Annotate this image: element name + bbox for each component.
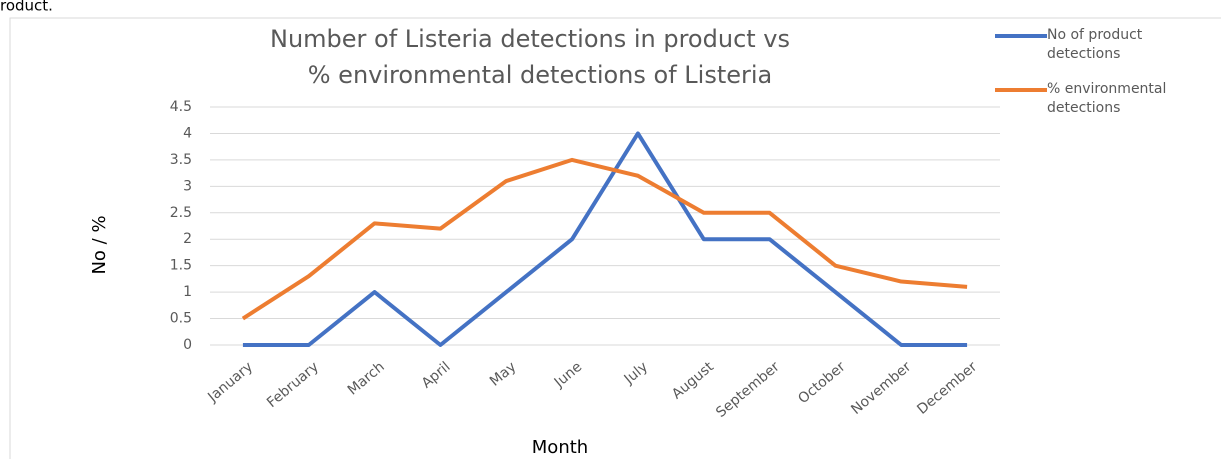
x-tick-label: April: [419, 359, 454, 392]
x-tick-label: May: [487, 359, 519, 390]
legend-item: % environmental detections: [995, 80, 1215, 118]
x-tick-label: December: [914, 359, 980, 418]
x-tick-label: February: [264, 359, 322, 411]
legend-swatch: [995, 34, 1047, 38]
y-tick-label: 0.5: [170, 311, 192, 327]
legend-label: No of product detections: [1047, 27, 1143, 62]
header-text: roduct.: [0, 0, 53, 15]
chart-border: [9, 17, 1221, 459]
y-tick-label: 4.5: [170, 99, 192, 115]
x-tick-label: November: [848, 359, 914, 418]
x-tick-label: March: [345, 359, 388, 399]
x-tick-label: October: [795, 359, 848, 407]
x-axis-label: Month: [532, 437, 588, 458]
y-tick-label: 3: [183, 178, 192, 194]
legend: No of product detections % environmental …: [995, 26, 1215, 134]
legend-label: % environmental detections: [1047, 81, 1167, 116]
y-tick-label: 0: [183, 337, 192, 353]
y-axis-label: No / %: [89, 215, 110, 274]
chart-title: Number of Listeria detections in product…: [270, 25, 790, 53]
y-tick-label: 2: [183, 231, 192, 247]
legend-swatch: [995, 88, 1047, 92]
legend-item: No of product detections: [995, 26, 1215, 64]
x-tick-label: July: [621, 359, 651, 388]
x-tick-label: August: [669, 359, 717, 403]
y-tick-label: 3.5: [170, 152, 192, 168]
x-tick-label: September: [713, 359, 783, 421]
x-tick-label: June: [551, 359, 585, 392]
y-tick-label: 1: [183, 284, 192, 300]
series-line: [241, 157, 968, 321]
x-tick-label: January: [204, 359, 256, 406]
y-tick-label: 2.5: [170, 205, 192, 221]
series-line: [242, 131, 968, 347]
y-tick-label: 1.5: [170, 258, 192, 274]
chart-title: % environmental detections of Listeria: [308, 61, 772, 89]
y-tick-label: 4: [183, 125, 192, 141]
